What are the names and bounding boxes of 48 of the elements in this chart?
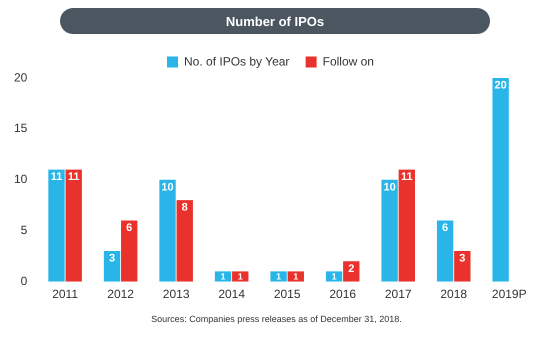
data-label: 20 [494,80,507,92]
x-tick-label: 2017 [384,287,412,302]
data-label: 8 [182,202,188,214]
bar [48,170,65,282]
x-tick-label: 2011 [52,287,78,302]
data-label: 1 [220,271,226,282]
y-tick-label: 0 [20,274,28,288]
source-note: Sources: Companies press releases as of December 31, 2018. [150,314,403,324]
legend-label: Follow on [322,54,374,68]
x-tick-label: 2012 [107,287,134,302]
data-label: 11 [68,171,80,184]
data-label: 10 [161,181,174,194]
bar [454,251,471,282]
data-label: 1 [332,271,337,282]
bar [492,78,509,282]
data-label: 1 [293,271,298,282]
y-tick-label: 20 [14,70,28,84]
x-tick-label: 2018 [440,287,468,302]
y-tick-label: 10 [14,172,28,186]
bar [176,200,193,282]
chart-title: Number of IPOs [226,14,324,28]
x-tick-label: 2019P [492,287,527,302]
data-label: 1 [238,271,243,282]
data-label: 6 [442,222,448,234]
bar [104,251,120,282]
x-tick-label: 2014 [218,287,246,302]
y-tick-label: 15 [14,121,28,136]
data-label: 11 [50,171,62,184]
data-label: 3 [459,252,466,265]
data-label: 10 [383,181,396,194]
bar [159,180,176,282]
x-tick-label: 2016 [329,287,356,302]
bar [343,261,360,282]
bar [398,170,415,282]
x-tick-label: 2015 [274,287,301,302]
bar [326,271,342,282]
data-label: 1 [276,271,282,282]
bar [66,170,82,282]
bar [121,220,138,282]
legend-label: No. of IPOs by Year [184,54,290,68]
bar [436,220,454,282]
data-label: 2 [348,262,354,275]
data-label: 3 [108,252,116,265]
data-label: 6 [126,222,132,234]
bar [381,180,398,282]
x-tick-label: 2013 [162,287,190,302]
y-tick-label: 5 [20,223,28,238]
data-label: 11 [400,171,413,184]
